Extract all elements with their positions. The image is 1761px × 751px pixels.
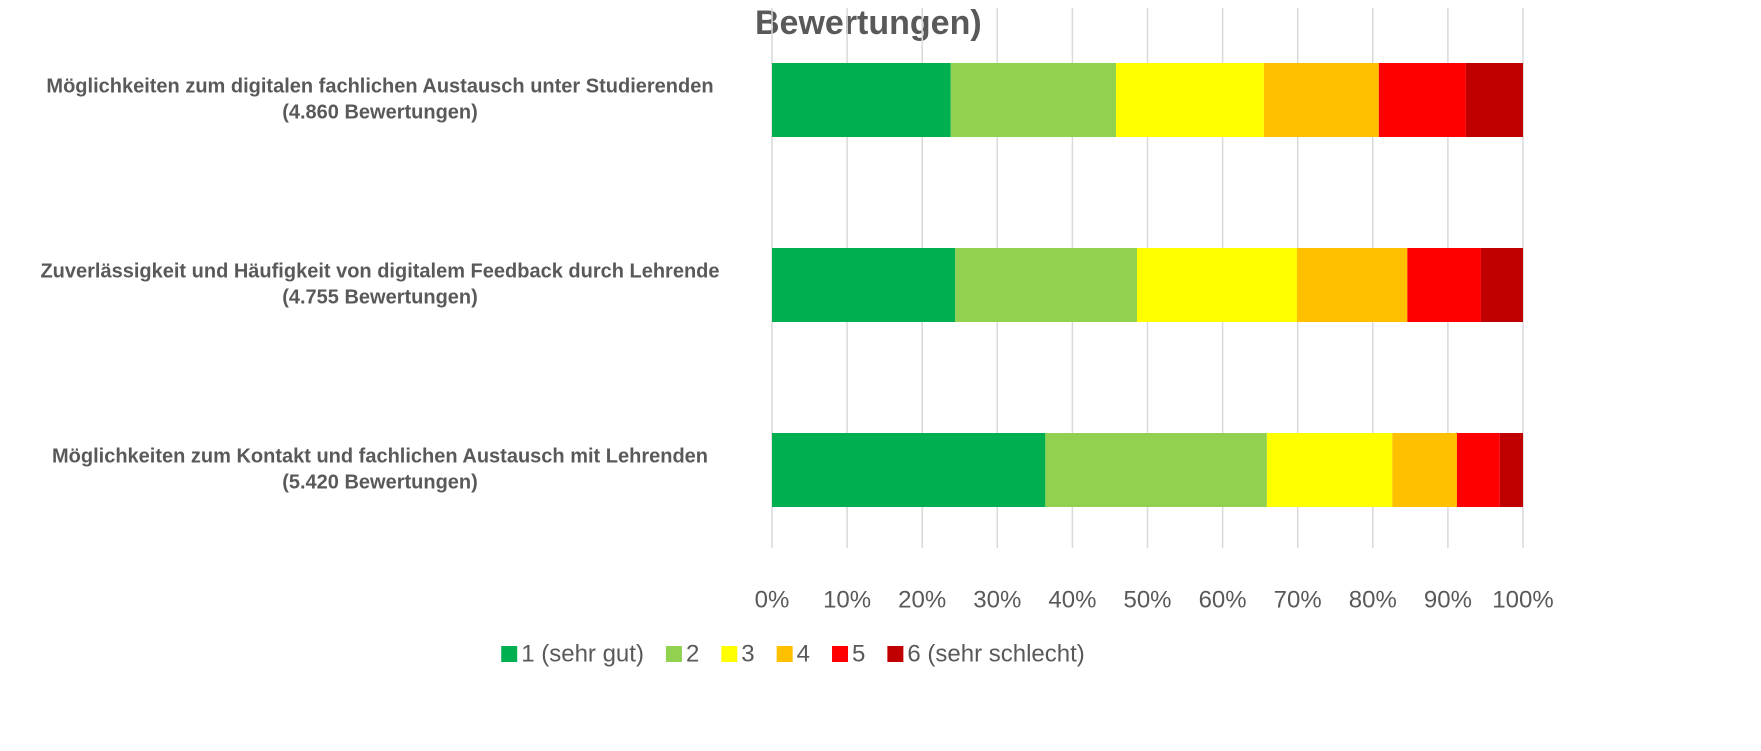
x-tick-label: 20%	[898, 586, 946, 613]
x-tick-label: 80%	[1349, 586, 1397, 613]
legend-swatch	[887, 646, 904, 662]
x-tick-label: 100%	[1492, 586, 1553, 613]
bar-segment	[772, 63, 951, 137]
y-tick-label: Möglichkeiten zum Kontakt und fachlichen…	[52, 445, 708, 467]
legend-swatch	[501, 646, 518, 662]
bar-segment	[1407, 248, 1481, 322]
legend-label: 5	[852, 640, 865, 667]
legend-label: 1 (sehr gut)	[521, 640, 644, 667]
bar-segment	[1266, 433, 1393, 507]
legend-label: 6 (sehr schlecht)	[907, 640, 1084, 667]
bar-segment	[1263, 63, 1379, 137]
bar-segment	[1456, 433, 1500, 507]
legend-swatch	[665, 646, 682, 662]
bar-segment	[1499, 433, 1523, 507]
bar-segment	[1465, 63, 1523, 137]
y-tick-label: (4.755 Bewertungen)	[282, 286, 478, 308]
legend-swatch	[776, 646, 793, 662]
y-tick-label: Möglichkeiten zum digitalen fachlichen A…	[46, 75, 713, 97]
legend-label: 2	[686, 640, 699, 667]
legend-label: 4	[797, 640, 810, 667]
legend-swatch	[721, 646, 738, 662]
bar-segment	[1480, 248, 1523, 322]
x-tick-label: 10%	[823, 586, 871, 613]
x-tick-label: 60%	[1199, 586, 1247, 613]
bar-segment	[772, 433, 1046, 507]
bar-segment	[1115, 63, 1264, 137]
x-tick-label: 70%	[1274, 586, 1322, 613]
bar-segment	[955, 248, 1137, 322]
x-tick-label: 50%	[1123, 586, 1171, 613]
bar-segment	[1296, 248, 1408, 322]
legend-label: 3	[741, 640, 754, 667]
y-tick-label: (4.860 Bewertungen)	[282, 101, 478, 123]
bar-segment	[1045, 433, 1267, 507]
chart-title: Bewertungen)	[755, 4, 982, 42]
bar-segment	[772, 248, 956, 322]
legend-swatch	[832, 646, 849, 662]
x-tick-label: 90%	[1424, 586, 1472, 613]
bar-segment	[1136, 248, 1297, 322]
bar-segment	[1378, 63, 1466, 137]
y-tick-label: Zuverlässigkeit und Häufigkeit von digit…	[40, 260, 719, 282]
x-tick-label: 40%	[1048, 586, 1096, 613]
bar-segment	[950, 63, 1116, 137]
y-tick-label: (5.420 Bewertungen)	[282, 471, 478, 493]
x-tick-label: 30%	[973, 586, 1021, 613]
x-tick-label: 0%	[755, 586, 790, 613]
bar-segment	[1392, 433, 1457, 507]
